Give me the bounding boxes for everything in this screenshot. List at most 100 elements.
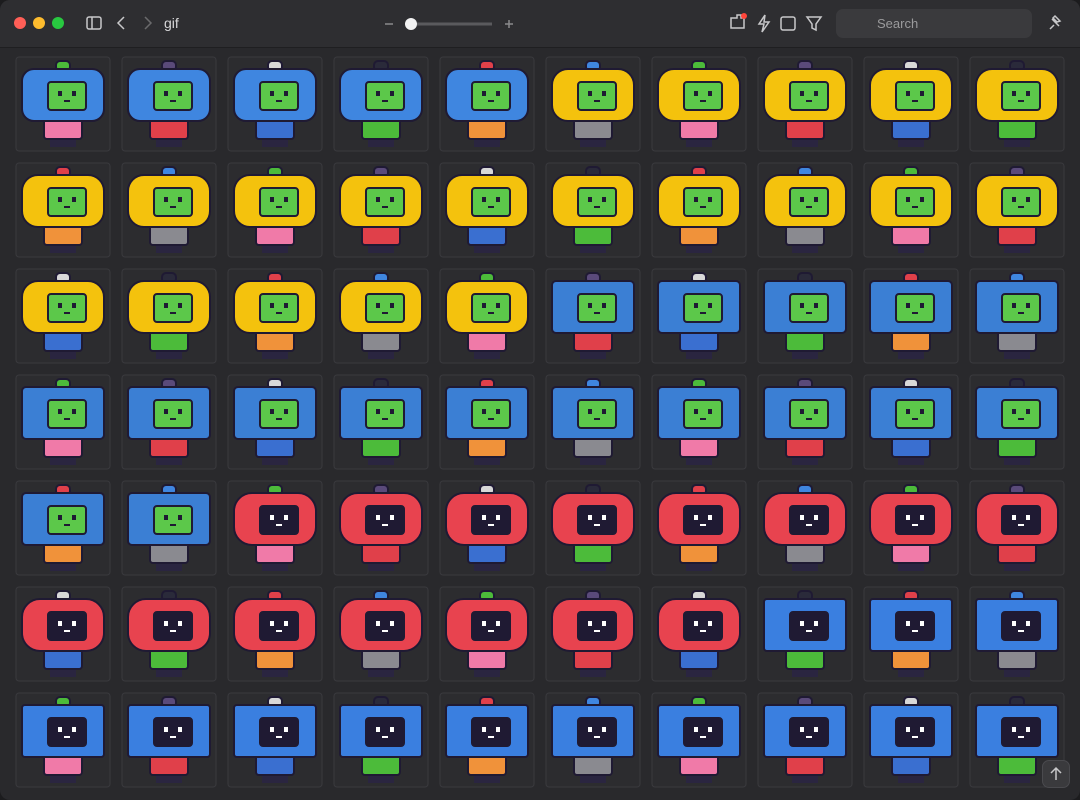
- filter-icon[interactable]: [805, 16, 823, 32]
- zoom-button[interactable]: [52, 17, 64, 29]
- thumbnail[interactable]: [15, 692, 111, 788]
- thumbnail[interactable]: [545, 56, 641, 152]
- thumbnail[interactable]: [121, 268, 217, 364]
- layout-icon[interactable]: [780, 16, 796, 31]
- thumbnail[interactable]: [439, 480, 535, 576]
- robot-eye: [920, 303, 924, 308]
- robot-eye: [920, 409, 924, 414]
- thumbnail[interactable]: [333, 480, 429, 576]
- thumbnail[interactable]: [651, 480, 747, 576]
- thumbnail[interactable]: [15, 586, 111, 682]
- scroll-to-top[interactable]: [1042, 760, 1070, 788]
- thumbnail[interactable]: [333, 586, 429, 682]
- thumbnail[interactable]: [227, 56, 323, 152]
- thumbnail[interactable]: [545, 162, 641, 258]
- thumbnail[interactable]: [545, 480, 641, 576]
- thumbnail[interactable]: [333, 374, 429, 470]
- thumbnail[interactable]: [15, 56, 111, 152]
- thumbnail[interactable]: [439, 692, 535, 788]
- search-box[interactable]: [836, 9, 1032, 38]
- thumbnail[interactable]: [757, 692, 853, 788]
- zoom-in[interactable]: [505, 20, 513, 28]
- robot-eye: [376, 727, 380, 732]
- thumbnail[interactable]: [121, 480, 217, 576]
- thumbnail[interactable]: [333, 692, 429, 788]
- thumbnail[interactable]: [333, 56, 429, 152]
- thumbnail[interactable]: [969, 56, 1065, 152]
- thumbnail[interactable]: [863, 162, 959, 258]
- thumbnail[interactable]: [863, 56, 959, 152]
- robot-eye: [496, 515, 500, 520]
- thumbnail[interactable]: [757, 374, 853, 470]
- thumbnail[interactable]: [545, 268, 641, 364]
- robot-legs: [580, 667, 606, 677]
- thumbnail[interactable]: [863, 692, 959, 788]
- thumbnail[interactable]: [121, 56, 217, 152]
- thumbnail[interactable]: [757, 268, 853, 364]
- thumbnail[interactable]: [651, 162, 747, 258]
- thumbnail[interactable]: [121, 374, 217, 470]
- action-icon[interactable]: [757, 14, 771, 33]
- thumbnail[interactable]: [651, 56, 747, 152]
- thumbnail[interactable]: [545, 586, 641, 682]
- thumbnail[interactable]: [969, 586, 1065, 682]
- thumbnail[interactable]: [863, 268, 959, 364]
- thumbnail[interactable]: [863, 586, 959, 682]
- thumbnail[interactable]: [969, 692, 1065, 788]
- thumbnail[interactable]: [227, 374, 323, 470]
- thumbnail[interactable]: [439, 56, 535, 152]
- thumbnail[interactable]: [651, 374, 747, 470]
- thumbnail[interactable]: [969, 374, 1065, 470]
- thumbnail[interactable]: [545, 692, 641, 788]
- thumbnail[interactable]: [969, 162, 1065, 258]
- robot-eye: [482, 197, 486, 202]
- sidebar-toggle[interactable]: [86, 16, 102, 30]
- robot-mouth: [594, 100, 600, 102]
- thumbnail[interactable]: [439, 586, 535, 682]
- robot-mouth: [594, 630, 600, 632]
- thumbnail[interactable]: [545, 374, 641, 470]
- thumbnail[interactable]: [863, 480, 959, 576]
- thumbnail[interactable]: [439, 374, 535, 470]
- back-button[interactable]: [116, 16, 125, 30]
- thumbnail[interactable]: [227, 162, 323, 258]
- thumbnail[interactable]: [15, 268, 111, 364]
- thumbnail[interactable]: [863, 374, 959, 470]
- thumbnail[interactable]: [439, 162, 535, 258]
- thumbnail[interactable]: [757, 162, 853, 258]
- thumbnail[interactable]: [969, 480, 1065, 576]
- thumbnail[interactable]: [757, 56, 853, 152]
- close-button[interactable]: [14, 17, 26, 29]
- forward-button[interactable]: [144, 16, 153, 30]
- thumbnail[interactable]: [15, 374, 111, 470]
- robot-mouth: [912, 100, 918, 102]
- thumbnail[interactable]: [333, 268, 429, 364]
- robot-mouth: [700, 100, 706, 102]
- thumbnail[interactable]: [121, 692, 217, 788]
- thumbnail[interactable]: [121, 586, 217, 682]
- thumbnail[interactable]: [121, 162, 217, 258]
- thumbnail[interactable]: [15, 162, 111, 258]
- robot-eye: [1026, 621, 1030, 626]
- thumbnail[interactable]: [227, 480, 323, 576]
- thumbnail[interactable]: [757, 480, 853, 576]
- zoom-slider-thumb[interactable]: [405, 18, 417, 30]
- thumbnail[interactable]: [969, 268, 1065, 364]
- thumbnail[interactable]: [651, 692, 747, 788]
- thumbnail[interactable]: [651, 586, 747, 682]
- robot-mouth: [806, 312, 812, 314]
- robot-screen: [789, 717, 829, 747]
- thumbnail[interactable]: [15, 480, 111, 576]
- thumbnail[interactable]: [757, 586, 853, 682]
- thumbnail[interactable]: [227, 268, 323, 364]
- minimize-button[interactable]: [33, 17, 45, 29]
- pin-icon[interactable]: [1049, 14, 1062, 30]
- robot-screen: [153, 187, 193, 217]
- thumbnail[interactable]: [227, 692, 323, 788]
- robot-eye: [906, 91, 910, 96]
- thumbnail[interactable]: [651, 268, 747, 364]
- thumbnail[interactable]: [439, 268, 535, 364]
- thumbnail[interactable]: [227, 586, 323, 682]
- plugin-icon[interactable]: [730, 14, 745, 29]
- thumbnail[interactable]: [333, 162, 429, 258]
